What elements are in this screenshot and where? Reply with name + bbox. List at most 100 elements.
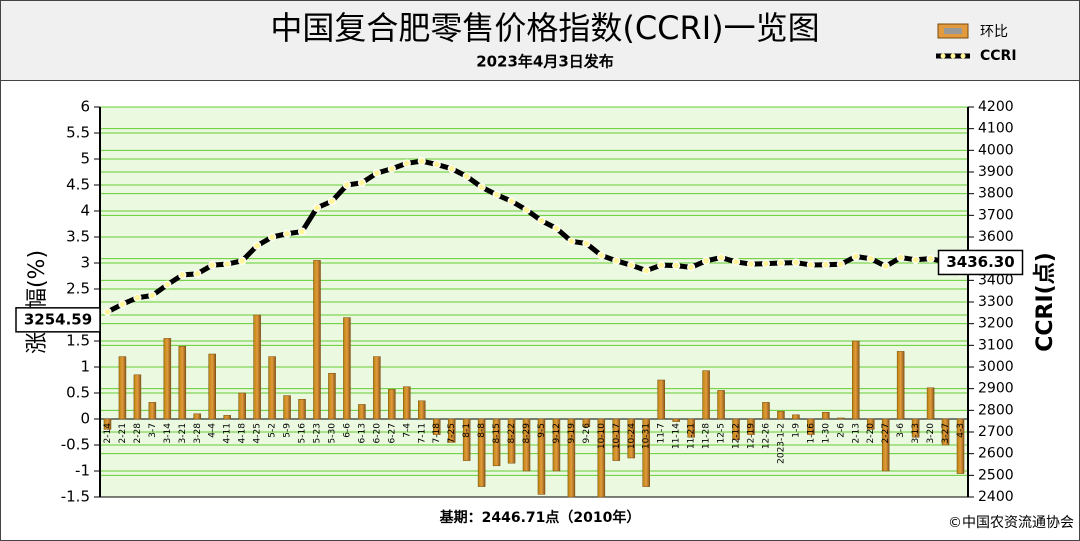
line-marker	[372, 168, 381, 178]
x-tick-label: 7-25	[447, 423, 457, 443]
bar	[388, 389, 396, 420]
line-marker	[911, 255, 920, 264]
x-tick-label: 11-14	[672, 423, 682, 449]
line-marker	[612, 256, 621, 265]
line-marker	[761, 259, 771, 268]
line-marker	[118, 300, 127, 309]
line-marker	[447, 164, 456, 173]
line-marker	[851, 252, 860, 261]
value-label-box	[15, 307, 101, 333]
line-marker	[806, 260, 815, 270]
bar	[866, 418, 875, 430]
line-marker	[133, 293, 142, 302]
line	[106, 158, 962, 315]
value-label: 3254.59	[24, 310, 92, 328]
y-tick-label: 0	[80, 410, 90, 428]
y2-tick-label: 4200	[978, 99, 1014, 115]
x-tick-label: 10-24	[627, 423, 637, 449]
bar	[238, 392, 246, 420]
x-tick-label: 9-26	[582, 423, 592, 444]
bar	[328, 372, 336, 420]
line-marker	[866, 254, 875, 263]
line-marker	[163, 280, 172, 289]
y2-tick-label: 2500	[978, 467, 1014, 483]
line-marker	[522, 205, 531, 215]
line-marker	[193, 269, 202, 278]
x-tick-label: 11-7	[657, 423, 667, 443]
bar	[103, 418, 112, 430]
x-tick-label: 3-6	[896, 423, 906, 438]
x-tick-label: 9-19	[567, 423, 577, 444]
bar	[732, 418, 740, 441]
value-label: 3436.30	[946, 253, 1014, 271]
y-tick-label: 5.5	[66, 124, 90, 142]
line-marker	[552, 224, 561, 233]
x-tick-label: 4-3	[956, 423, 966, 438]
bar	[268, 356, 276, 420]
x-tick-label: 9-5	[537, 423, 547, 438]
x-tick-label: 5-2	[268, 423, 278, 438]
x-tick-label: 5-9	[283, 423, 293, 438]
value-label-box	[937, 249, 1024, 276]
x-tick-label: 8-15	[492, 423, 502, 443]
y2-tick-label: 2700	[978, 424, 1014, 440]
bar	[163, 338, 172, 420]
bar	[208, 353, 216, 420]
bar	[687, 418, 695, 438]
x-tick-label: 12-12	[732, 423, 742, 449]
line-marker	[702, 256, 711, 265]
x-tick-label: 3-20	[926, 423, 936, 444]
y2-tick-label: 4000	[978, 142, 1014, 158]
bar	[597, 418, 606, 498]
bar	[133, 374, 142, 420]
bar	[313, 260, 321, 420]
line-marker	[507, 197, 516, 206]
bar	[747, 418, 755, 435]
line-marker	[567, 237, 576, 246]
x-tick-label: 2-27	[881, 423, 891, 443]
x-tick-label: 2023-1-2	[776, 423, 786, 464]
y2-tick-label: 3000	[978, 359, 1014, 375]
line-marker	[687, 263, 696, 272]
source: ©中国农资流通协会	[948, 515, 1074, 531]
bar	[852, 340, 860, 420]
line-marker	[477, 183, 486, 192]
footnote: 基期：2446.71点（2010年）	[440, 509, 641, 526]
x-tick-label: 11-21	[687, 423, 697, 449]
header	[0, 0, 1080, 81]
y2-tick-label: 3300	[978, 294, 1014, 310]
bar	[941, 418, 950, 446]
legend-swatch-inner	[944, 28, 962, 34]
y-tick-label: 0.5	[66, 384, 90, 402]
bar	[762, 402, 770, 420]
line-marker	[312, 203, 322, 212]
x-tick-label: 6-27	[387, 423, 397, 443]
x-tick-label: 8-1	[462, 423, 472, 438]
line-marker	[297, 227, 307, 236]
y2-tick-label: 3900	[978, 164, 1014, 180]
y2-tick-label: 2600	[978, 446, 1014, 462]
line-marker	[731, 257, 741, 267]
x-tick-label: 12-19	[747, 423, 757, 449]
x-tick-label: 3-7	[148, 423, 158, 438]
bar	[193, 413, 202, 420]
y-tick-label: 3	[80, 254, 90, 272]
bar	[283, 395, 291, 420]
x-tick-label: 7-18	[432, 423, 442, 444]
line-marker	[746, 259, 756, 269]
x-tick-label: 8-22	[507, 423, 517, 443]
bar	[447, 418, 456, 443]
x-tick-label: 7-4	[402, 423, 412, 438]
y2-tick-label: 3100	[978, 337, 1014, 353]
y-tick-label: 2.5	[66, 280, 90, 298]
x-tick-label: 6-13	[357, 423, 367, 443]
line-marker	[342, 180, 352, 190]
line-marker	[881, 262, 890, 271]
line-marker	[238, 256, 247, 265]
line-marker	[657, 261, 666, 270]
line-marker	[402, 159, 411, 168]
bar	[552, 418, 561, 472]
legend-marker	[940, 53, 946, 59]
y2-tick-label: 2400	[978, 489, 1014, 505]
bar	[881, 418, 890, 472]
